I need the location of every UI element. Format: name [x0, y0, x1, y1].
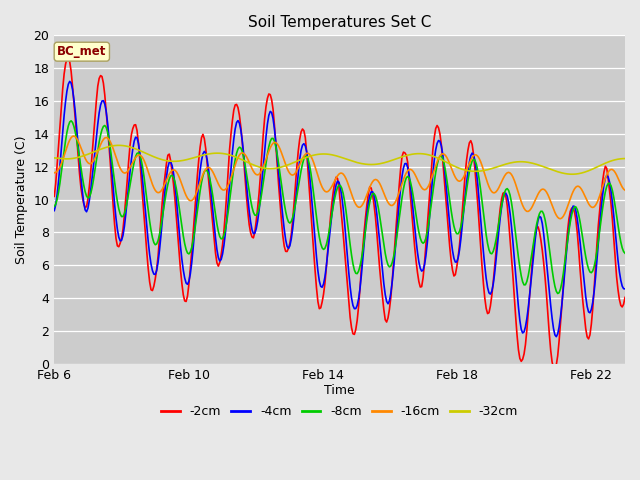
- -8cm: [470, 156, 477, 162]
- -32cm: [621, 156, 629, 161]
- -32cm: [115, 143, 123, 148]
- X-axis label: Time: Time: [324, 384, 355, 397]
- -16cm: [557, 216, 564, 222]
- -8cm: [566, 219, 574, 225]
- -16cm: [369, 179, 376, 185]
- -8cm: [67, 118, 75, 124]
- Legend: -2cm, -4cm, -8cm, -16cm, -32cm: -2cm, -4cm, -8cm, -16cm, -32cm: [156, 400, 524, 423]
- -8cm: [554, 290, 561, 296]
- -32cm: [453, 164, 461, 170]
- -4cm: [621, 286, 629, 292]
- -4cm: [51, 208, 58, 214]
- -16cm: [566, 196, 574, 202]
- -2cm: [51, 193, 58, 199]
- Line: -4cm: -4cm: [54, 82, 625, 336]
- -32cm: [243, 159, 250, 165]
- -16cm: [470, 153, 477, 158]
- -4cm: [552, 334, 560, 339]
- -4cm: [369, 189, 376, 194]
- -32cm: [565, 171, 573, 177]
- -32cm: [568, 171, 575, 177]
- -2cm: [453, 264, 461, 270]
- -8cm: [369, 191, 376, 197]
- -32cm: [369, 162, 376, 168]
- -16cm: [223, 185, 230, 191]
- -2cm: [470, 152, 477, 157]
- Y-axis label: Soil Temperature (C): Soil Temperature (C): [15, 135, 28, 264]
- Line: -8cm: -8cm: [54, 121, 625, 293]
- -2cm: [369, 192, 376, 198]
- -16cm: [243, 154, 250, 159]
- -2cm: [243, 192, 250, 198]
- -4cm: [66, 79, 74, 84]
- Text: BC_met: BC_met: [57, 45, 106, 58]
- -32cm: [470, 168, 477, 174]
- -2cm: [566, 208, 574, 214]
- Line: -2cm: -2cm: [54, 58, 625, 369]
- -16cm: [51, 170, 58, 176]
- -8cm: [243, 170, 250, 176]
- -2cm: [621, 295, 629, 300]
- -4cm: [453, 259, 461, 265]
- Title: Soil Temperatures Set C: Soil Temperatures Set C: [248, 15, 431, 30]
- -2cm: [223, 190, 230, 196]
- -8cm: [223, 219, 230, 225]
- -8cm: [453, 231, 461, 237]
- -4cm: [243, 181, 250, 187]
- -4cm: [223, 216, 230, 222]
- -4cm: [470, 152, 477, 157]
- -4cm: [566, 215, 574, 221]
- -32cm: [223, 151, 230, 157]
- -8cm: [51, 204, 58, 209]
- Line: -16cm: -16cm: [54, 136, 625, 219]
- -8cm: [621, 251, 629, 256]
- -16cm: [453, 177, 461, 182]
- -16cm: [70, 133, 78, 139]
- -16cm: [621, 187, 629, 193]
- Line: -32cm: -32cm: [54, 145, 625, 174]
- -32cm: [51, 155, 58, 161]
- -2cm: [65, 55, 72, 60]
- -2cm: [551, 366, 559, 372]
